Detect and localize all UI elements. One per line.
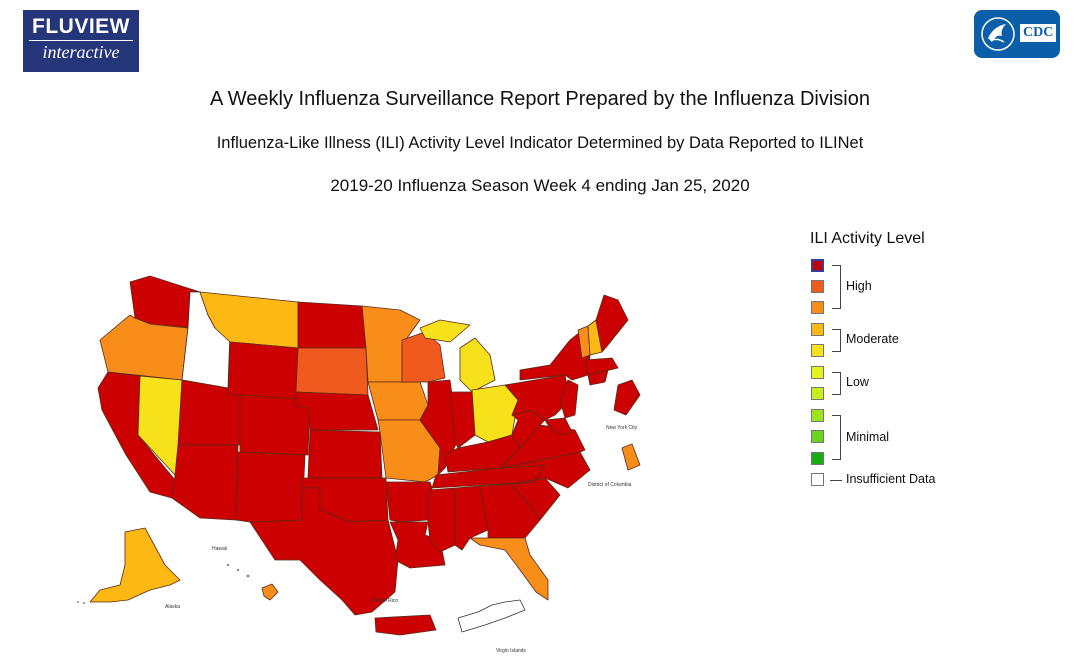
label-virgin-islands: Virgin Islands: [496, 648, 526, 654]
fluview-logo-line2: interactive: [29, 40, 133, 63]
state-arkansas[interactable]: [385, 481, 433, 523]
cdc-logo-text: CDC: [1020, 24, 1057, 42]
cdc-logo[interactable]: CDC: [974, 10, 1060, 58]
ili-legend: ILI Activity Level High Moderate Low Min…: [808, 228, 1068, 498]
hawaii-island-dot: [236, 568, 240, 572]
aleutian-island-dot: [83, 602, 85, 604]
report-subtitle: Influenza-Like Illness (ILI) Activity Le…: [216, 134, 864, 152]
label-hawaii: Hawaii: [212, 546, 227, 552]
state-south-dakota[interactable]: [295, 347, 369, 396]
legend-label-high: High: [846, 279, 872, 293]
state-new-york-city[interactable]: [613, 379, 641, 416]
legend-swatch-level-3: [811, 409, 824, 422]
state-hawaii[interactable]: [261, 583, 279, 601]
label-puerto-rico: Puerto Rico: [372, 598, 398, 604]
state-florida[interactable]: [469, 537, 549, 601]
state-ohio[interactable]: [471, 384, 519, 443]
state-new-jersey[interactable]: [559, 379, 579, 419]
ili-activity-map: New York City District of Columbia Hawai…: [77, 275, 641, 654]
label-alaska: Alaska: [165, 604, 180, 610]
state-wyoming[interactable]: [227, 341, 299, 401]
legend-label-moderate: Moderate: [846, 332, 899, 346]
aleutian-island-dot: [77, 601, 79, 603]
fluview-logo-line1: FLUVIEW: [32, 15, 130, 38]
season-week-line: 2019-20 Influenza Season Week 4 ending J…: [330, 176, 750, 195]
legend-bracket-low: [832, 372, 841, 395]
legend-swatch-insufficient: [811, 473, 824, 486]
legend-insufficient-dash: [830, 480, 842, 481]
state-texas[interactable]: [249, 487, 399, 616]
hhs-eagle-icon: [981, 17, 1015, 51]
legend-bracket-minimal: [832, 415, 841, 460]
state-louisiana[interactable]: [389, 521, 446, 569]
state-massachusetts[interactable]: [584, 357, 619, 376]
hawaii-island-dot: [246, 574, 250, 578]
legend-swatch-level-1: [811, 452, 824, 465]
legend-label-minimal: Minimal: [846, 430, 890, 444]
legend-label-low: Low: [846, 375, 869, 389]
legend-swatch-level-2: [811, 430, 824, 443]
state-maine[interactable]: [595, 294, 629, 353]
legend-label-insufficient: Insufficient Data: [846, 472, 936, 486]
legend-swatch-level-9: [811, 280, 824, 293]
state-indiana[interactable]: [449, 391, 476, 449]
legend-bracket-moderate: [832, 329, 841, 352]
state-michigan-lower[interactable]: [459, 337, 496, 393]
state-alaska[interactable]: [89, 527, 181, 603]
territory-puerto-rico[interactable]: [374, 614, 437, 636]
state-iowa[interactable]: [367, 381, 429, 421]
state-north-dakota[interactable]: [297, 301, 367, 349]
legend-swatch-level-4: [811, 387, 824, 400]
legend-swatch-level-5: [811, 366, 824, 379]
legend-swatch-level-6: [811, 344, 824, 357]
state-mississippi[interactable]: [427, 487, 456, 553]
state-colorado[interactable]: [239, 394, 311, 456]
legend-title: ILI Activity Level: [810, 230, 925, 247]
label-new-york-city: New York City: [606, 425, 638, 431]
report-title: A Weekly Influenza Surveillance Report P…: [210, 88, 870, 110]
state-maryland-delaware[interactable]: [544, 417, 573, 436]
territory-virgin-islands[interactable]: [457, 599, 526, 633]
legend-swatch-level-8: [811, 301, 824, 314]
legend-swatch-level-7: [811, 323, 824, 336]
legend-swatch-level-10: [811, 259, 824, 272]
label-district-of-columbia: District of Columbia: [588, 482, 632, 488]
state-district-of-columbia[interactable]: [621, 443, 641, 471]
legend-bracket-high: [832, 265, 841, 309]
hawaii-island-dot: [226, 563, 230, 567]
state-arizona[interactable]: [171, 444, 239, 521]
state-north-carolina[interactable]: [499, 451, 591, 489]
fluview-logo[interactable]: FLUVIEW interactive: [23, 10, 139, 72]
state-new-mexico[interactable]: [235, 451, 306, 523]
state-michigan-upper[interactable]: [419, 319, 471, 343]
state-kansas[interactable]: [307, 429, 383, 479]
